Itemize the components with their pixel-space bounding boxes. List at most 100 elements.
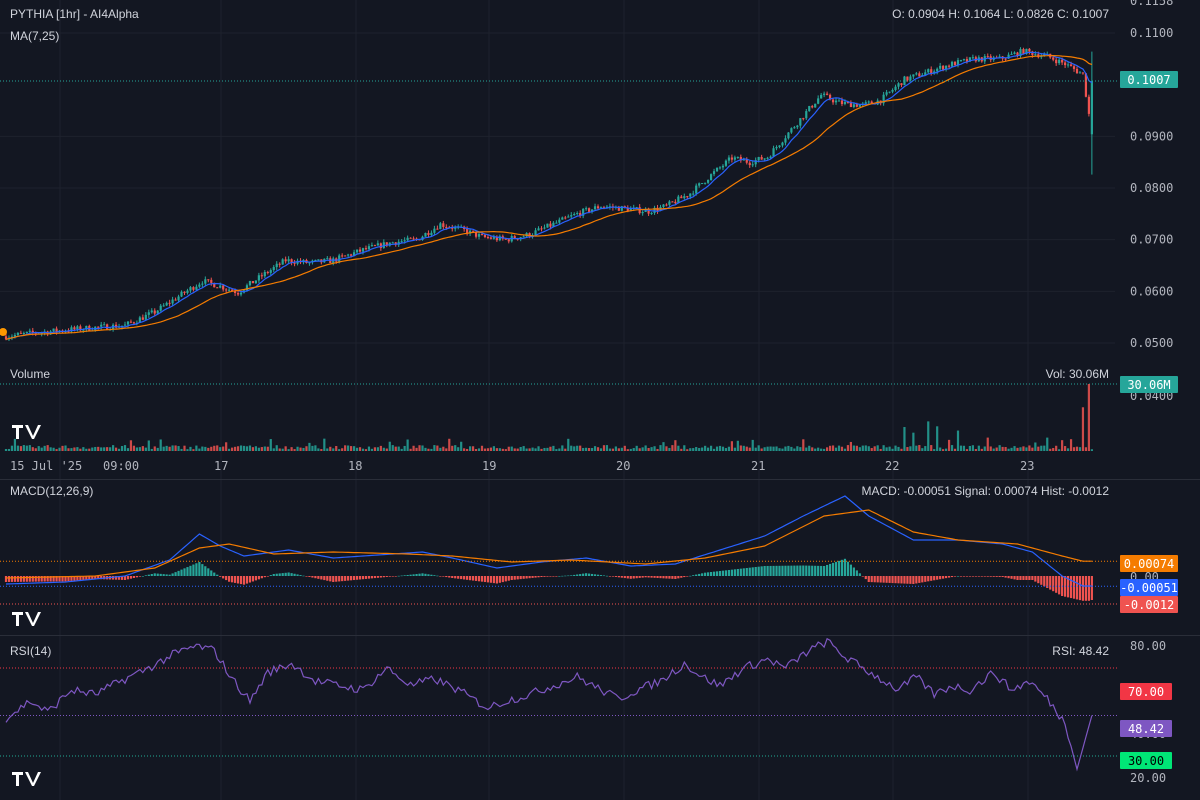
- candle-body: [1025, 48, 1028, 54]
- macd-histogram-bar: [201, 564, 204, 576]
- rsi-panel[interactable]: [0, 637, 1118, 772]
- macd-histogram-bar: [906, 576, 909, 584]
- macd-histogram-bar: [40, 576, 43, 582]
- macd-histogram-bar: [400, 575, 403, 577]
- candle-body: [564, 217, 567, 219]
- candle-body: [1058, 59, 1061, 64]
- candle-body: [689, 193, 692, 197]
- macd-histogram-bar: [510, 576, 513, 580]
- volume-bar: [58, 447, 61, 451]
- candle-body: [189, 287, 192, 291]
- candle-body: [486, 237, 490, 239]
- macd-histogram-bar: [1058, 576, 1061, 595]
- volume-bar: [588, 448, 591, 451]
- candle-body: [177, 296, 180, 301]
- candle-body: [552, 222, 555, 227]
- candle-body: [998, 56, 1001, 58]
- macd-histogram-bar: [704, 572, 707, 576]
- macd-histogram-bar: [204, 566, 207, 576]
- candle-body: [436, 228, 439, 230]
- volume-bar: [100, 447, 103, 451]
- macd-histogram-bar: [992, 576, 995, 577]
- svg-text:70.00: 70.00: [1128, 685, 1164, 699]
- candle-body: [814, 103, 817, 108]
- candle-body: [543, 227, 546, 229]
- svg-text:-0.00051: -0.00051: [1120, 581, 1178, 595]
- candle-body: [483, 234, 487, 238]
- candle-body: [671, 201, 674, 203]
- volume-bar: [885, 447, 888, 451]
- volume-bar: [49, 447, 52, 451]
- macd-histogram-bar: [186, 567, 189, 576]
- volume-bar: [540, 448, 543, 451]
- volume-bar: [219, 447, 222, 451]
- volume-bar: [1055, 445, 1058, 451]
- volume-bar: [1028, 445, 1031, 451]
- macd-histogram-bar: [358, 576, 362, 580]
- rsi-line: [5, 637, 1093, 772]
- volume-bar: [692, 448, 695, 451]
- macd-histogram-bar: [165, 574, 168, 576]
- volume-bar: [352, 446, 356, 451]
- candle-body: [245, 285, 249, 291]
- macd-histogram-bar: [427, 574, 430, 576]
- volume-panel[interactable]: [0, 383, 1118, 451]
- candle-body: [674, 201, 677, 204]
- macd-histogram-bar: [361, 576, 365, 580]
- volume-bar: [855, 445, 858, 451]
- candle-body: [352, 252, 356, 256]
- volume-bar: [88, 448, 91, 451]
- candle-body: [233, 290, 237, 294]
- macd-histogram-bar: [1084, 576, 1088, 601]
- macd-histogram-bar: [7, 576, 11, 582]
- candle-body: [692, 193, 695, 195]
- volume-bar: [233, 446, 237, 451]
- candle-body: [409, 237, 412, 239]
- macd-histogram-bar: [501, 576, 504, 583]
- macd-histogram-bar: [433, 575, 436, 576]
- macd-histogram-bar: [531, 576, 534, 578]
- macd-histogram-bar: [284, 572, 287, 576]
- macd-histogram-bar: [831, 562, 835, 576]
- ma-legend: MA(7,25): [10, 29, 59, 43]
- macd-histogram-bar: [421, 573, 424, 576]
- candle-body: [364, 248, 368, 250]
- candle-body: [567, 216, 570, 218]
- volume-bar: [778, 448, 781, 451]
- volume-bar: [138, 447, 141, 451]
- time-axis-label: 17: [214, 459, 228, 473]
- candle-body: [826, 93, 829, 95]
- volume-bar: [123, 445, 127, 451]
- macd-histogram-bar: [927, 576, 930, 582]
- price-panel[interactable]: [0, 47, 1118, 342]
- candle-body: [1066, 64, 1070, 66]
- time-axis[interactable]: 15 Jul '25 09:00 17 18 19 20 21 22 23: [10, 459, 1034, 473]
- candle-body: [82, 329, 85, 331]
- volume-bar: [936, 426, 939, 451]
- macd-histogram-bar: [912, 576, 915, 584]
- macd-histogram-bar: [1001, 576, 1004, 577]
- candle-body: [912, 74, 915, 77]
- volume-bar: [823, 448, 826, 451]
- candle-body: [248, 281, 252, 286]
- macd-panel[interactable]: [0, 495, 1118, 605]
- candle-body: [1019, 49, 1022, 56]
- macd-histogram-bar: [712, 571, 716, 576]
- macd-histogram-bar: [1046, 576, 1049, 588]
- volume-bar: [177, 446, 180, 451]
- volume-bar: [31, 447, 34, 451]
- volume-bar: [228, 448, 231, 451]
- candle-body: [406, 237, 409, 241]
- macd-histogram-bar: [543, 576, 546, 577]
- volume-bar: [278, 448, 281, 451]
- volume-bar: [686, 449, 689, 451]
- candle-body: [1013, 52, 1016, 54]
- volume-bar: [379, 445, 382, 451]
- candle-body: [73, 327, 76, 330]
- macd-histogram-bar: [781, 565, 784, 576]
- volume-bar: [4, 449, 8, 451]
- candle-body: [766, 157, 769, 159]
- volume-bar: [1019, 447, 1022, 451]
- candle-body: [308, 262, 311, 264]
